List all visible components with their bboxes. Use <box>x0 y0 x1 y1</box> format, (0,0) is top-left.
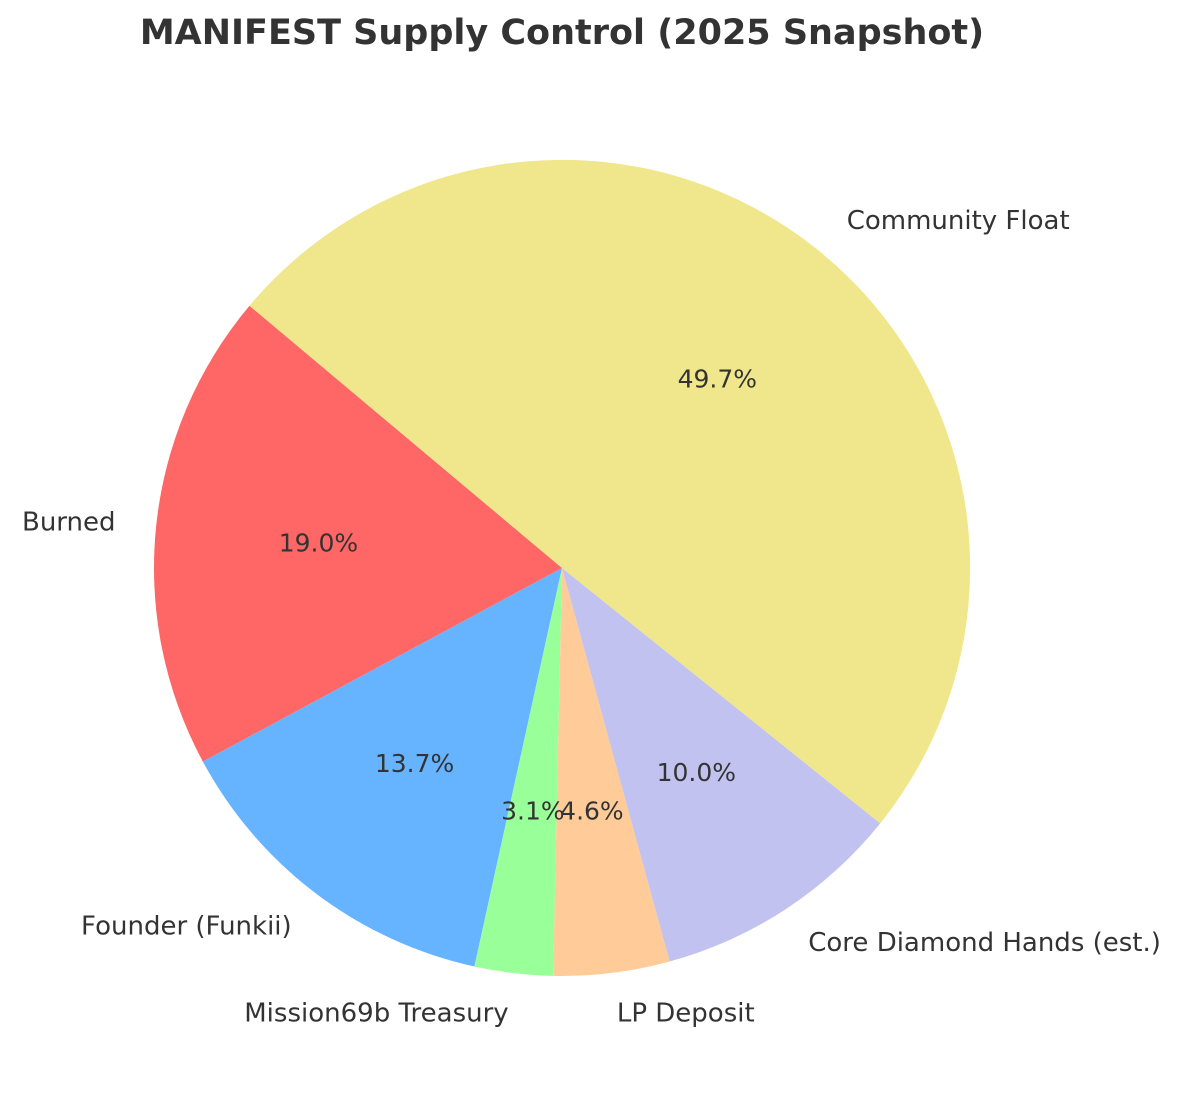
pct-label-core-diamond-hands-est: 10.0% <box>657 758 736 787</box>
percentage-labels: 19.0% 13.7% 3.1%4.6% 10.0% 49.7% <box>279 364 757 825</box>
pie-slice-lp-deposit <box>553 568 670 976</box>
pie-slice-mission69b-treasury <box>474 568 562 976</box>
pie-slice-founder-funkii <box>202 568 562 967</box>
pie-slices <box>153 159 971 976</box>
pie-slice-burned <box>153 305 562 762</box>
slice-label-burned: Burned <box>22 507 116 537</box>
pct-label-mission69b-treasury: 3.1% <box>501 797 565 826</box>
pct-label-lp-deposit: 4.6% <box>560 796 624 825</box>
slice-label-lp-deposit: LP Deposit <box>617 998 755 1028</box>
slice-label-core-diamond-hands-est: Core Diamond Hands (est.) <box>808 928 1161 958</box>
pie-slice-community-float <box>249 159 971 824</box>
slice-label-community-float: Community Float <box>847 206 1070 236</box>
pct-label-community-float: 49.7% <box>678 364 757 393</box>
pct-label-founder-funkii: 13.7% <box>375 749 454 778</box>
pie-slice-core-diamond-hands-est <box>562 568 881 962</box>
slice-label-mission69b-treasury: Mission69b Treasury <box>244 999 508 1029</box>
pct-label-burned: 19.0% <box>279 529 358 558</box>
slice-label-founder-funkii: Founder (Funkii) <box>81 911 292 941</box>
slice-labels: Burned Founder (Funkii) Mission69b Treasur… <box>22 206 1161 1029</box>
chart-title: MANIFEST Supply Control (2025 Snapshot) <box>140 13 984 53</box>
